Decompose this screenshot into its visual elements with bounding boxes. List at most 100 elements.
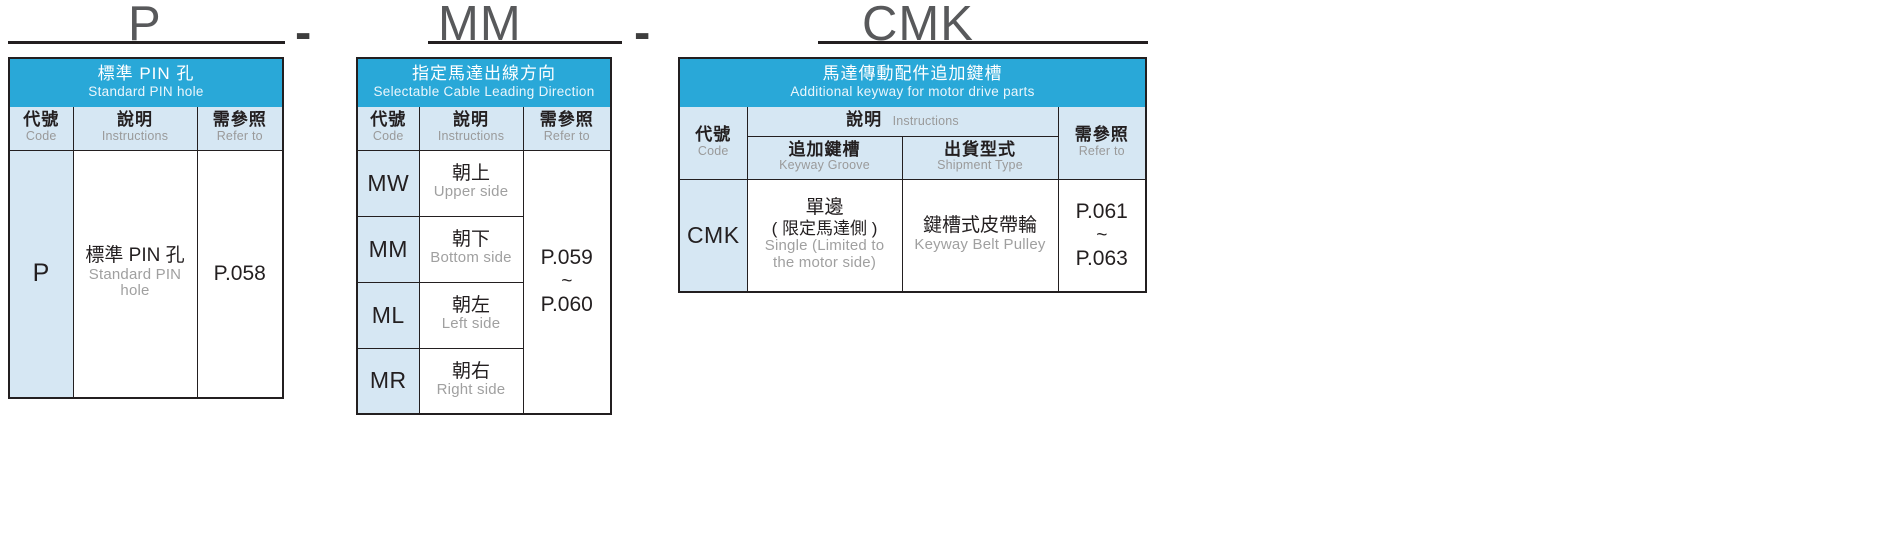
column-subheader-keyway-groove-zh: 追加鍵槽 <box>788 139 861 159</box>
table-block-p: 標準 PIN 孔 Standard PIN hole 代號 Code 說明 In… <box>8 57 284 399</box>
row-code-cell: MM <box>356 215 420 283</box>
column-subheader-shipment-type: 出貨型式 Shipment Type <box>901 135 1059 181</box>
table-title-en: Additional keyway for motor drive parts <box>790 83 1035 99</box>
row-refer-page-from: P.061 <box>1075 199 1128 223</box>
table-title-zh: 標準 PIN 孔 <box>97 64 195 83</box>
row-code-cell: CMK <box>678 179 748 293</box>
table-header-row: 代號 Code 說明 Instructions 需參照 Refer to <box>356 106 612 151</box>
row-description-en: Left side <box>441 315 501 333</box>
row-description-cell: 朝下 Bottom side <box>418 215 524 283</box>
group-caption-p: P <box>128 0 162 51</box>
column-header-instructions: 說明 Instructions <box>72 106 198 151</box>
table-block-mm: 指定馬達出線方向 Selectable Cable Leading Direct… <box>356 57 612 415</box>
table-row: ML 朝左 Left side <box>356 281 611 349</box>
row-keyway-zh1: 單邊 <box>805 197 844 219</box>
group-caption-mm: MM <box>438 0 522 51</box>
column-header-instructions-en: Instructions <box>892 114 959 129</box>
row-description-cell: 標準 PIN 孔 Standard PIN hole <box>72 149 198 399</box>
row-refer-cell: P.059 ~ P.060 <box>522 149 612 415</box>
table-block-cmk: 馬達傳動配件追加鍵槽 Additional keyway for motor d… <box>678 57 1147 293</box>
column-header-code: 代號 Code <box>8 106 74 151</box>
table-row: CMK 單邊 ( 限定馬達側 ) Single (Limited to the … <box>678 179 1147 293</box>
column-header-code: 代號 Code <box>678 106 748 181</box>
group-caption-cmk: CMK <box>862 0 974 51</box>
row-description-cell: 朝上 Upper side <box>418 149 524 217</box>
table-header-row: 代號 Code 說明 Instructions 需參照 Refer to <box>8 106 284 151</box>
row-refer-tilde: ~ <box>1096 224 1108 246</box>
column-header-code-en: Code <box>697 143 729 158</box>
column-header-instructions: 說明 Instructions <box>746 106 1059 137</box>
table-title-cell: 標準 PIN 孔 Standard PIN hole <box>8 57 284 108</box>
row-description-en: Standard PIN hole <box>88 265 182 300</box>
row-code-cell: MR <box>356 347 420 415</box>
table-title-row: 指定馬達出線方向 Selectable Cable Leading Direct… <box>356 57 612 108</box>
column-header-code-zh: 代號 <box>695 124 732 144</box>
column-header-refer: 需參照 Refer to <box>196 106 284 151</box>
row-refer-tilde: ~ <box>561 271 573 293</box>
table-title-cell: 馬達傳動配件追加鍵槽 Additional keyway for motor d… <box>678 57 1147 108</box>
column-header-instructions-en: Instructions <box>101 128 169 143</box>
spec-table-mm: 指定馬達出線方向 Selectable Cable Leading Direct… <box>356 57 612 415</box>
column-header-instructions-zh: 說明 <box>453 110 489 130</box>
row-description-zh: 朝上 <box>451 162 490 184</box>
column-header-refer: 需參照 Refer to <box>522 106 612 151</box>
group-rule-p <box>8 41 285 44</box>
column-header-instructions-zh: 說明 <box>846 110 883 130</box>
row-description-en: Bottom side <box>430 249 512 267</box>
row-keyway-cell: 單邊 ( 限定馬達側 ) Single (Limited to the moto… <box>746 179 903 293</box>
column-header-code-en: Code <box>372 128 404 143</box>
spec-table-cmk: 馬達傳動配件追加鍵槽 Additional keyway for motor d… <box>678 57 1147 293</box>
row-refer-page-to: P.063 <box>1075 246 1128 270</box>
column-header-instructions-zh: 說明 <box>117 110 153 130</box>
row-description-zh: 朝右 <box>451 360 490 382</box>
column-header-code-zh: 代號 <box>370 110 407 130</box>
table-title-zh: 馬達傳動配件追加鍵槽 <box>822 64 1003 83</box>
column-subheader-keyway-groove-en: Keyway Groove <box>779 158 870 173</box>
separator-dash-2: - <box>634 6 651 60</box>
row-refer-page-to: P.060 <box>540 293 593 317</box>
table-row: MR 朝右 Right side <box>356 347 611 415</box>
row-description-cell: 朝左 Left side <box>418 281 524 349</box>
row-description-en: Right side <box>436 380 506 398</box>
group-rule-cmk <box>818 41 1148 44</box>
column-header-code-zh: 代號 <box>23 110 60 130</box>
table-title-row: 標準 PIN 孔 Standard PIN hole <box>8 57 284 108</box>
table-title-en: Selectable Cable Leading Direction <box>373 83 595 99</box>
table-title-en: Standard PIN hole <box>88 83 204 99</box>
spec-table-p: 標準 PIN 孔 Standard PIN hole 代號 Code 說明 In… <box>8 57 284 399</box>
row-shipment-en: Keyway Belt Pulley <box>914 235 1046 253</box>
row-code-cell: P <box>8 149 74 399</box>
column-header-code: 代號 Code <box>356 106 420 151</box>
column-header-instructions: 說明 Instructions <box>418 106 524 151</box>
column-header-code-en: Code <box>25 128 57 143</box>
column-header-refer-zh: 需參照 <box>1074 124 1129 144</box>
row-shipment-zh: 鍵槽式皮帶輪 <box>922 215 1037 237</box>
column-header-refer-zh: 需參照 <box>539 110 594 130</box>
table-subheader-row: 追加鍵槽 Keyway Groove 出貨型式 Shipment Type <box>679 135 1146 181</box>
column-header-instructions-en: Instructions <box>437 128 505 143</box>
column-subheader-shipment-type-zh: 出貨型式 <box>944 139 1016 159</box>
row-code-cell: MW <box>356 149 420 217</box>
separator-dash-1: - <box>295 6 312 60</box>
column-subheader-keyway-groove: 追加鍵槽 Keyway Groove <box>746 135 903 181</box>
table-title-cell: 指定馬達出線方向 Selectable Cable Leading Direct… <box>356 57 612 108</box>
table-title-row: 馬達傳動配件追加鍵槽 Additional keyway for motor d… <box>678 57 1147 108</box>
row-description-zh: 標準 PIN 孔 <box>85 245 185 267</box>
table-row: P 標準 PIN 孔 Standard PIN hole P.058 <box>8 149 284 399</box>
column-header-refer-en: Refer to <box>1078 143 1125 158</box>
table-header-row-top: 代號 Code 說明 Instructions 需參照 Refer to <box>678 106 1147 181</box>
row-refer-page-from: P.059 <box>540 245 593 269</box>
row-shipment-cell: 鍵槽式皮帶輪 Keyway Belt Pulley <box>901 179 1059 293</box>
row-keyway-zh2: ( 限定馬達側 ) <box>771 218 878 238</box>
group-rule-mm <box>428 41 622 44</box>
row-description-zh: 朝左 <box>451 294 490 316</box>
table-row: MM 朝下 Bottom side <box>356 215 611 283</box>
row-refer-cell: P.058 <box>196 149 284 399</box>
row-description-zh: 朝下 <box>451 228 490 250</box>
row-refer-page: P.058 <box>213 261 266 285</box>
table-row: MW 朝上 Upper side P.059 ~ P.060 <box>356 149 612 415</box>
row-keyway-en: Single (Limited to the motor side) <box>764 236 885 271</box>
column-header-refer: 需參照 Refer to <box>1057 106 1147 181</box>
column-header-refer-zh: 需參照 <box>212 110 267 130</box>
row-description-cell: 朝右 Right side <box>418 347 524 415</box>
